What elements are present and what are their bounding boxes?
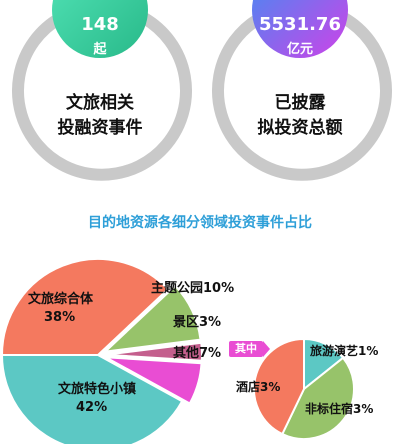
stat-caption-right-line2: 拟投资总额	[257, 118, 343, 138]
slice-label-scenic: 景区3%	[173, 315, 222, 330]
main-pie-slice-1	[102, 284, 202, 353]
stat-value-right: 5531.76	[259, 14, 341, 35]
main-pie-slice-4	[0, 354, 184, 444]
slice-label-themepark: 主题公园10%	[151, 281, 235, 296]
sub-slice-label-nonstandard: 非标住宿3%	[305, 402, 374, 416]
stat-caption-right-line1: 已披露	[274, 93, 326, 113]
stat-unit-right: 亿元	[286, 42, 313, 57]
stat-ring-right	[212, 12, 392, 181]
stat-value-left: 148	[81, 14, 119, 35]
slice-label-other: 其他7%	[173, 346, 222, 361]
main-pie-slice-3	[105, 356, 203, 405]
sub-pie-slice-2	[253, 337, 305, 436]
sub-slice-label-performance: 旅游演艺1%	[310, 344, 379, 358]
slice-label-complex: 文旅综合体	[28, 292, 94, 307]
slice-pct-complex: 38%	[44, 310, 76, 325]
pie-chart-main	[0, 258, 203, 444]
pie-chart-sub	[253, 337, 355, 440]
qizhong-tag: 其中	[229, 341, 270, 357]
stat-caption-left-line2: 投融资事件	[57, 118, 143, 138]
stat-unit-left: 起	[93, 42, 107, 57]
section-title: 目的地资源各细分领域投资事件占比	[88, 215, 312, 231]
stat-caption-left-line1: 文旅相关	[66, 93, 134, 113]
sub-pie-slice-1	[280, 356, 355, 440]
main-pie-slice-2	[105, 341, 203, 362]
slice-pct-town: 42%	[76, 400, 108, 415]
slice-label-town: 文旅特色小镇	[58, 382, 137, 397]
sub-slice-label-hotel: 酒店3%	[236, 380, 281, 394]
stat-ring-left	[12, 12, 192, 181]
stat-badge-right	[252, 0, 348, 58]
stat-badge-left	[52, 0, 148, 58]
main-pie-slice-0	[0, 258, 170, 356]
